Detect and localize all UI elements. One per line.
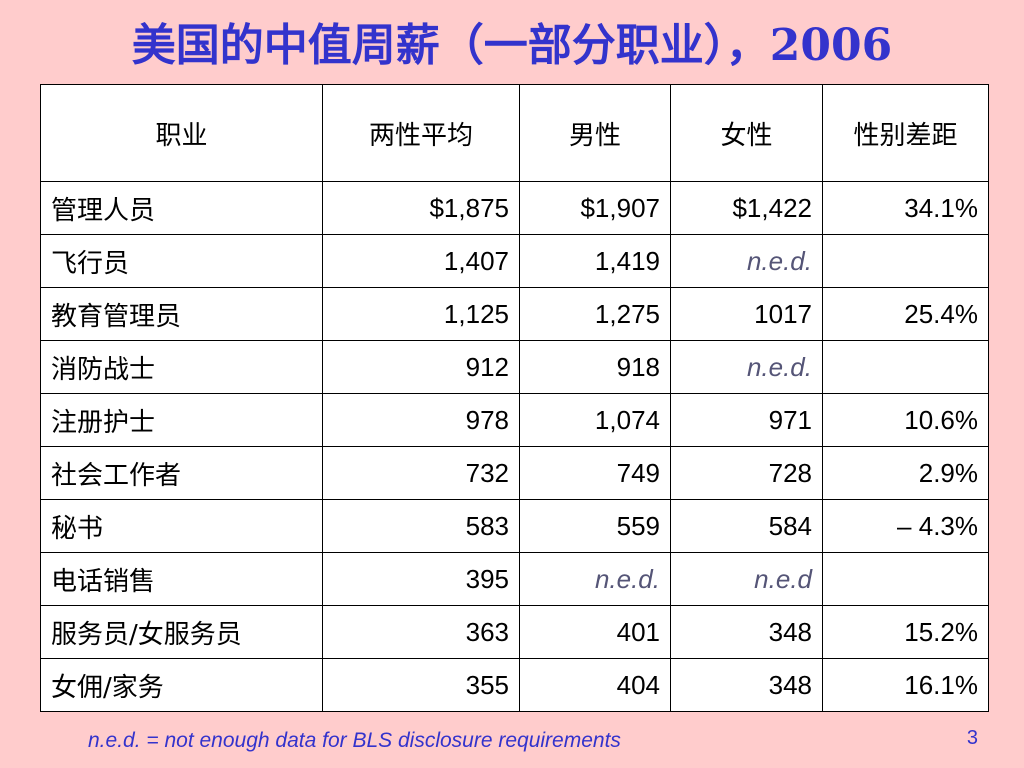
table-header-row: 职业 两性平均 男性 女性 性别差距 <box>40 84 989 182</box>
wage-table: 职业 两性平均 男性 女性 性别差距 管理人员 $1,875 $1,907 $1… <box>40 84 989 712</box>
header-both-sexes: 两性平均 <box>322 84 520 182</box>
women-cell: n.e.d. <box>670 234 823 288</box>
occupation-cell: 服务员/女服务员 <box>40 605 323 659</box>
both-sexes-cell: 363 <box>322 605 520 659</box>
table-row: 服务员/女服务员 363 401 348 15.2% <box>40 605 989 659</box>
both-sexes-cell: 355 <box>322 658 520 712</box>
both-sexes-cell: 978 <box>322 393 520 447</box>
occupation-cell: 教育管理员 <box>40 287 323 341</box>
occupation-cell: 飞行员 <box>40 234 323 288</box>
gap-cell: 34.1% <box>822 181 989 235</box>
women-cell: 1017 <box>670 287 823 341</box>
women-cell: 971 <box>670 393 823 447</box>
header-occupation: 职业 <box>40 84 323 182</box>
occupation-cell: 注册护士 <box>40 393 323 447</box>
both-sexes-cell: 1,407 <box>322 234 520 288</box>
gap-cell: – 4.3% <box>822 499 989 553</box>
men-cell: 1,419 <box>519 234 671 288</box>
table-row: 飞行员 1,407 1,419 n.e.d. <box>40 234 989 288</box>
gap-cell <box>822 340 989 394</box>
gap-cell: 25.4% <box>822 287 989 341</box>
both-sexes-cell: 732 <box>322 446 520 500</box>
table-row: 电话销售 395 n.e.d. n.e.d <box>40 552 989 606</box>
women-cell: n.e.d <box>670 552 823 606</box>
men-cell: 1,074 <box>519 393 671 447</box>
women-cell: 728 <box>670 446 823 500</box>
footnote: n.e.d. = not enough data for BLS disclos… <box>88 729 621 752</box>
men-cell: $1,907 <box>519 181 671 235</box>
table-row: 教育管理员 1,125 1,275 1017 25.4% <box>40 287 989 341</box>
gap-cell <box>822 234 989 288</box>
men-cell: 401 <box>519 605 671 659</box>
women-cell: 348 <box>670 658 823 712</box>
table-row: 管理人员 $1,875 $1,907 $1,422 34.1% <box>40 181 989 235</box>
gap-cell: 16.1% <box>822 658 989 712</box>
table-row: 女佣/家务 355 404 348 16.1% <box>40 658 989 712</box>
men-cell: 749 <box>519 446 671 500</box>
table-row: 消防战士 912 918 n.e.d. <box>40 340 989 394</box>
gap-cell <box>822 552 989 606</box>
occupation-cell: 女佣/家务 <box>40 658 323 712</box>
header-gender-gap: 性别差距 <box>822 84 989 182</box>
men-cell: 918 <box>519 340 671 394</box>
occupation-cell: 社会工作者 <box>40 446 323 500</box>
table-row: 秘书 583 559 584 – 4.3% <box>40 499 989 553</box>
both-sexes-cell: $1,875 <box>322 181 520 235</box>
header-men: 男性 <box>519 84 671 182</box>
men-cell: 404 <box>519 658 671 712</box>
men-cell: n.e.d. <box>519 552 671 606</box>
women-cell: $1,422 <box>670 181 823 235</box>
table-row: 注册护士 978 1,074 971 10.6% <box>40 393 989 447</box>
both-sexes-cell: 395 <box>322 552 520 606</box>
table-row: 社会工作者 732 749 728 2.9% <box>40 446 989 500</box>
both-sexes-cell: 912 <box>322 340 520 394</box>
women-cell: 348 <box>670 605 823 659</box>
occupation-cell: 消防战士 <box>40 340 323 394</box>
both-sexes-cell: 583 <box>322 499 520 553</box>
women-cell: n.e.d. <box>670 340 823 394</box>
women-cell: 584 <box>670 499 823 553</box>
gap-cell: 10.6% <box>822 393 989 447</box>
both-sexes-cell: 1,125 <box>322 287 520 341</box>
header-women: 女性 <box>670 84 823 182</box>
occupation-cell: 电话销售 <box>40 552 323 606</box>
men-cell: 559 <box>519 499 671 553</box>
men-cell: 1,275 <box>519 287 671 341</box>
occupation-cell: 管理人员 <box>40 181 323 235</box>
slide-title: 美国的中值周薪（一部分职业），2006 <box>131 20 893 71</box>
page-number: 3 <box>966 727 978 749</box>
gap-cell: 2.9% <box>822 446 989 500</box>
occupation-cell: 秘书 <box>40 499 323 553</box>
gap-cell: 15.2% <box>822 605 989 659</box>
